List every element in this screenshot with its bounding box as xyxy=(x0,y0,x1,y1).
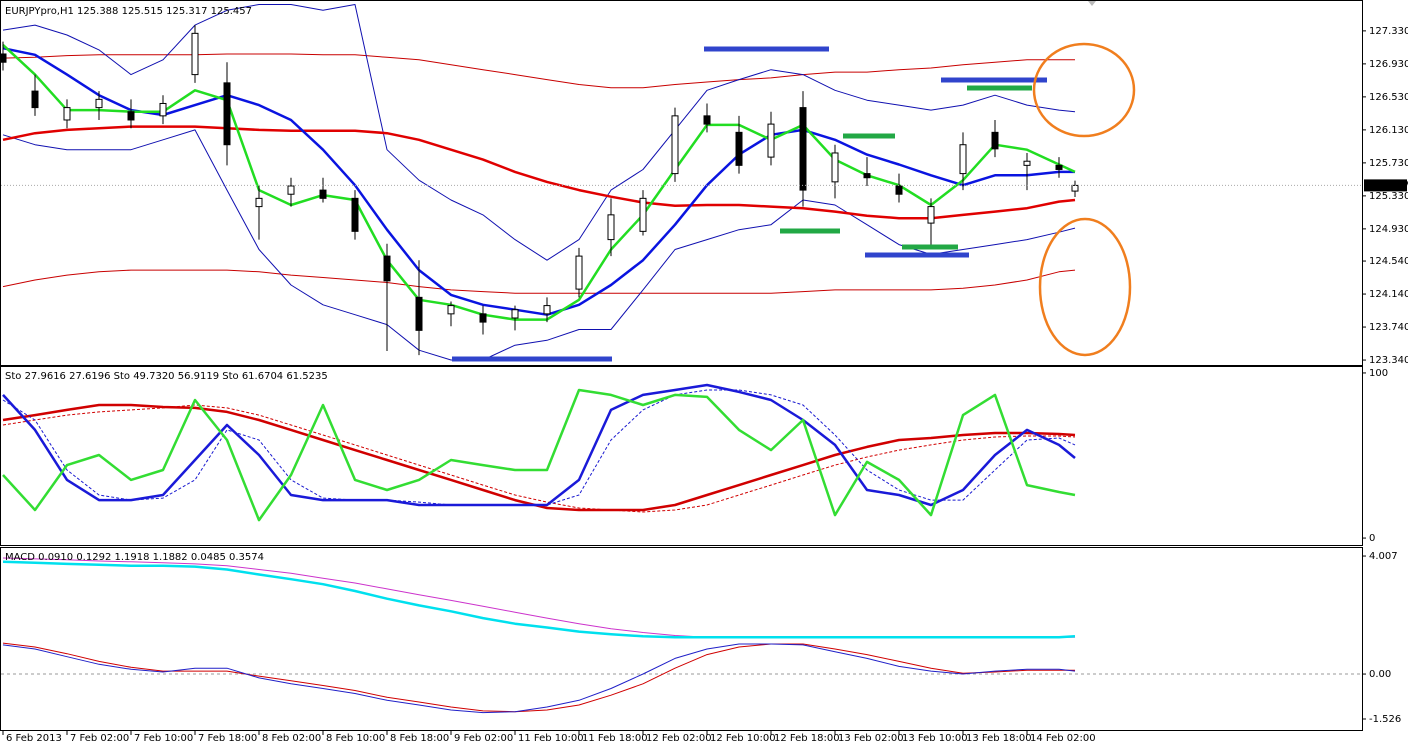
candle-body xyxy=(607,214,615,241)
indicator-line xyxy=(2,4,1076,261)
candle-body xyxy=(319,189,327,199)
x-tick-label: 8 Feb 18:00 xyxy=(390,733,449,744)
candle-body xyxy=(159,102,167,117)
x-tick-label: 7 Feb 18:00 xyxy=(198,733,257,744)
y-tick-label: 126.130 xyxy=(1369,125,1408,136)
y-tick-label: 124.930 xyxy=(1369,224,1408,235)
user-drawings xyxy=(452,1,1136,362)
candle-body xyxy=(959,144,967,175)
x-tick-label: 13 Feb 02:00 xyxy=(838,733,904,744)
candle-body xyxy=(95,98,103,109)
candle-body xyxy=(255,197,263,208)
x-tick-label: 6 Feb 2013 xyxy=(6,733,62,744)
candle-body xyxy=(287,185,295,195)
indicator-line xyxy=(2,53,1075,89)
y-tick-label: 126.530 xyxy=(1369,92,1408,103)
candle-body xyxy=(0,53,7,63)
candle-body xyxy=(31,90,39,109)
y-tick-label: 4.007 xyxy=(1369,551,1398,562)
x-tick-label: 9 Feb 02:00 xyxy=(454,733,513,744)
candle-body xyxy=(447,305,455,315)
candle-body xyxy=(863,173,871,179)
candle-body xyxy=(831,152,839,183)
candle-body xyxy=(927,206,935,224)
candle-body xyxy=(191,32,199,76)
y-tick-label: -1.526 xyxy=(1369,714,1401,725)
candle-body xyxy=(223,82,231,146)
indicator-line xyxy=(2,642,1075,713)
panel-title: EURJPYpro,H1 125.388 125.515 125.317 125… xyxy=(5,6,252,17)
x-tick-label: 13 Feb 10:00 xyxy=(902,733,968,744)
candle-body xyxy=(511,309,519,319)
y-tick-label: 0 xyxy=(1369,533,1375,544)
candle-body xyxy=(735,131,743,166)
y-tick-label: 0.00 xyxy=(1369,669,1391,680)
target-circle xyxy=(1032,42,1136,138)
x-tick-label: 13 Feb 18:00 xyxy=(966,733,1032,744)
candle-body xyxy=(767,123,775,158)
candle-body xyxy=(671,115,679,175)
price-panel-frame xyxy=(0,0,1363,366)
y-tick-label: 126.930 xyxy=(1369,59,1408,70)
indicator-line xyxy=(2,403,1076,512)
panel-title: MACD 0.0910 0.1292 1.1918 1.1882 0.0485 … xyxy=(5,552,264,563)
candle-body xyxy=(991,131,999,150)
candle-body xyxy=(415,296,423,331)
candle-body xyxy=(127,111,135,121)
x-tick-label: 8 Feb 02:00 xyxy=(262,733,321,744)
indicator-line xyxy=(2,643,1076,714)
indicator-line xyxy=(2,383,1076,507)
last-price-box xyxy=(1364,179,1407,192)
candle-body xyxy=(895,185,903,195)
target-circle xyxy=(1038,217,1132,357)
x-tick-label: 11 Feb 10:00 xyxy=(518,733,584,744)
x-tick-label: 12 Feb 10:00 xyxy=(710,733,776,744)
y-tick-label: 127.330 xyxy=(1369,26,1408,37)
x-tick-label: 7 Feb 02:00 xyxy=(70,733,129,744)
candle-body xyxy=(351,197,359,232)
y-tick-label: 123.740 xyxy=(1369,322,1408,333)
last-price-label: 125.457 xyxy=(1368,180,1408,191)
x-tick-label: 7 Feb 10:00 xyxy=(134,733,193,744)
y-tick-label: 125.330 xyxy=(1369,191,1408,202)
indicator-line xyxy=(2,404,1076,513)
x-tick-label: 12 Feb 02:00 xyxy=(646,733,712,744)
y-tick-label: 123.340 xyxy=(1369,355,1408,366)
y-tick-label: 124.140 xyxy=(1369,289,1408,300)
indicator-line xyxy=(2,388,1076,522)
shift-marker xyxy=(1088,1,1096,6)
x-tick-label: 8 Feb 10:00 xyxy=(326,733,385,744)
x-tick-label: 12 Feb 18:00 xyxy=(774,733,840,744)
y-tick-label: 100 xyxy=(1369,368,1388,379)
stochastic-panel-frame xyxy=(0,366,1363,546)
x-tick-label: 11 Feb 18:00 xyxy=(582,733,648,744)
candle-body xyxy=(575,255,583,290)
candle-body xyxy=(479,313,487,323)
indicator-line xyxy=(2,269,1076,294)
candle-body xyxy=(799,107,807,191)
indicator-line xyxy=(2,560,1076,639)
candle-body xyxy=(1023,160,1031,166)
candle-body xyxy=(1055,164,1063,170)
macd-panel-frame xyxy=(0,547,1363,731)
y-tick-label: 124.540 xyxy=(1369,256,1408,267)
candle-body xyxy=(1071,184,1079,192)
candle-body xyxy=(383,255,391,282)
x-tick-label: 14 Feb 02:00 xyxy=(1030,733,1096,744)
candle-body xyxy=(703,115,711,125)
panel-title: Sto 27.9616 27.6196 Sto 49.7320 56.9119 … xyxy=(5,371,328,382)
candle-body xyxy=(543,305,551,315)
indicator-line xyxy=(2,125,1076,220)
candle-body xyxy=(639,197,647,232)
y-tick-label: 125.730 xyxy=(1369,158,1408,169)
candle-body xyxy=(63,107,71,121)
